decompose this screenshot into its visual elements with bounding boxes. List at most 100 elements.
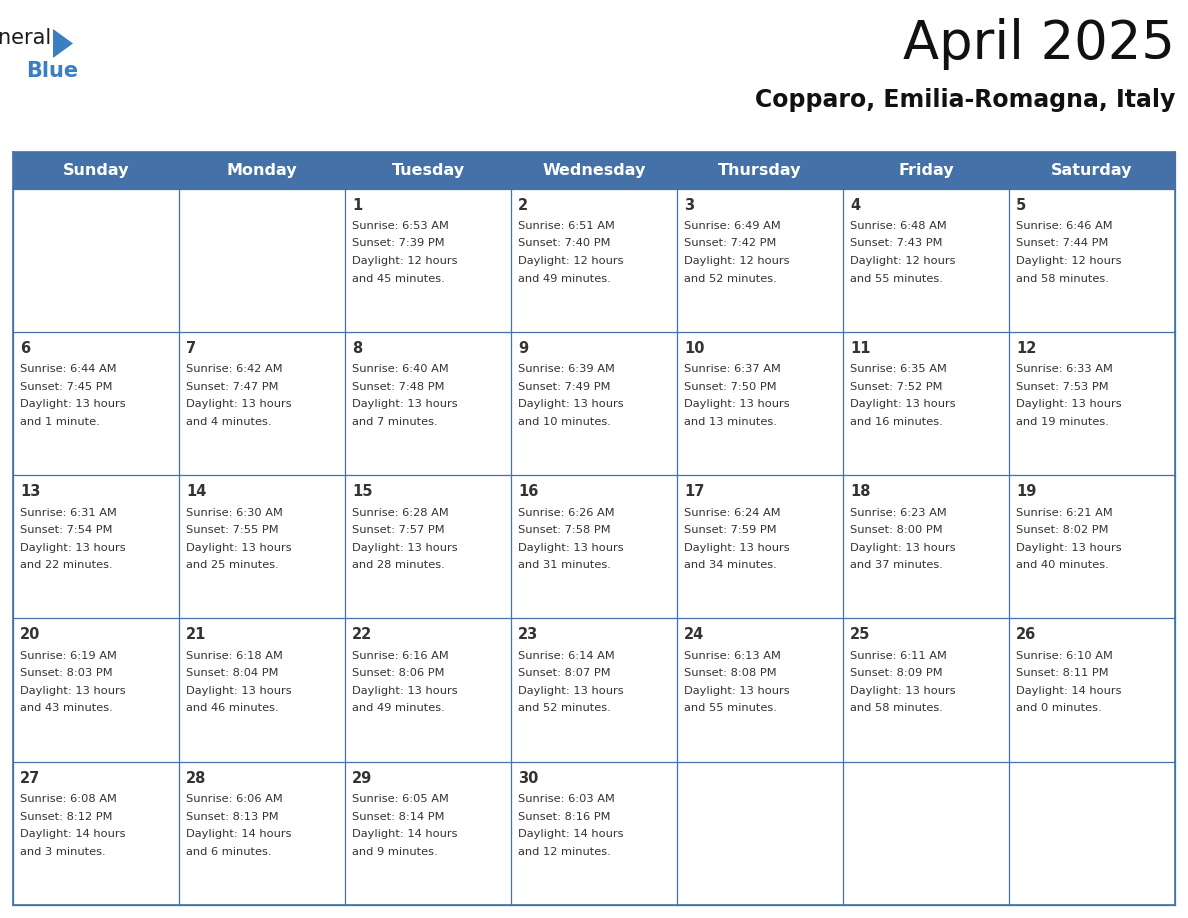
Text: Sunset: 7:40 PM: Sunset: 7:40 PM bbox=[518, 239, 611, 249]
Polygon shape bbox=[53, 29, 72, 58]
Text: Sunrise: 6:13 AM: Sunrise: 6:13 AM bbox=[684, 651, 781, 661]
Text: Sunset: 7:44 PM: Sunset: 7:44 PM bbox=[1016, 239, 1108, 249]
Bar bbox=[13, 476, 1175, 619]
Text: and 1 minute.: and 1 minute. bbox=[20, 417, 100, 427]
Bar bbox=[13, 152, 1175, 188]
Text: and 9 minutes.: and 9 minutes. bbox=[352, 846, 437, 856]
Text: and 19 minutes.: and 19 minutes. bbox=[1016, 417, 1108, 427]
Text: 13: 13 bbox=[20, 484, 40, 499]
Text: Sunset: 7:49 PM: Sunset: 7:49 PM bbox=[518, 382, 611, 392]
Text: Sunrise: 6:35 AM: Sunrise: 6:35 AM bbox=[849, 364, 947, 375]
Text: Sunrise: 6:40 AM: Sunrise: 6:40 AM bbox=[352, 364, 449, 375]
Text: Sunset: 8:16 PM: Sunset: 8:16 PM bbox=[518, 812, 611, 822]
Text: and 12 minutes.: and 12 minutes. bbox=[518, 846, 611, 856]
Text: Sunrise: 6:08 AM: Sunrise: 6:08 AM bbox=[20, 794, 116, 804]
Text: Sunset: 8:00 PM: Sunset: 8:00 PM bbox=[849, 525, 942, 535]
Text: 30: 30 bbox=[518, 771, 538, 786]
Text: and 55 minutes.: and 55 minutes. bbox=[684, 703, 777, 713]
Text: and 43 minutes.: and 43 minutes. bbox=[20, 703, 113, 713]
Text: Sunset: 7:55 PM: Sunset: 7:55 PM bbox=[187, 525, 279, 535]
Text: and 49 minutes.: and 49 minutes. bbox=[352, 703, 444, 713]
Text: Daylight: 13 hours: Daylight: 13 hours bbox=[1016, 543, 1121, 553]
Text: Monday: Monday bbox=[227, 162, 297, 178]
Text: Daylight: 13 hours: Daylight: 13 hours bbox=[187, 686, 291, 696]
Text: and 55 minutes.: and 55 minutes. bbox=[849, 274, 943, 284]
Text: 19: 19 bbox=[1016, 484, 1036, 499]
Text: 6: 6 bbox=[20, 341, 30, 356]
Text: and 4 minutes.: and 4 minutes. bbox=[187, 417, 272, 427]
Text: and 58 minutes.: and 58 minutes. bbox=[1016, 274, 1108, 284]
Text: Friday: Friday bbox=[898, 162, 954, 178]
Text: Sunrise: 6:23 AM: Sunrise: 6:23 AM bbox=[849, 508, 947, 518]
Text: and 58 minutes.: and 58 minutes. bbox=[849, 703, 943, 713]
Bar bbox=[13, 619, 1175, 762]
Text: Sunset: 7:54 PM: Sunset: 7:54 PM bbox=[20, 525, 113, 535]
Text: Daylight: 13 hours: Daylight: 13 hours bbox=[20, 686, 126, 696]
Text: Daylight: 13 hours: Daylight: 13 hours bbox=[352, 399, 457, 409]
Text: 22: 22 bbox=[352, 627, 372, 643]
Bar bbox=[13, 188, 1175, 331]
Text: Daylight: 13 hours: Daylight: 13 hours bbox=[518, 543, 624, 553]
Text: and 45 minutes.: and 45 minutes. bbox=[352, 274, 444, 284]
Text: 16: 16 bbox=[518, 484, 538, 499]
Text: Sunset: 8:09 PM: Sunset: 8:09 PM bbox=[849, 668, 942, 678]
Text: Sunset: 7:42 PM: Sunset: 7:42 PM bbox=[684, 239, 777, 249]
Text: Sunrise: 6:42 AM: Sunrise: 6:42 AM bbox=[187, 364, 283, 375]
Text: 10: 10 bbox=[684, 341, 704, 356]
Text: and 10 minutes.: and 10 minutes. bbox=[518, 417, 611, 427]
Text: Sunset: 7:50 PM: Sunset: 7:50 PM bbox=[684, 382, 777, 392]
Text: Sunset: 8:07 PM: Sunset: 8:07 PM bbox=[518, 668, 611, 678]
Text: Sunrise: 6:48 AM: Sunrise: 6:48 AM bbox=[849, 221, 947, 231]
Text: Sunset: 8:11 PM: Sunset: 8:11 PM bbox=[1016, 668, 1108, 678]
Text: Daylight: 13 hours: Daylight: 13 hours bbox=[684, 399, 790, 409]
Text: Sunrise: 6:39 AM: Sunrise: 6:39 AM bbox=[518, 364, 615, 375]
Text: Daylight: 12 hours: Daylight: 12 hours bbox=[1016, 256, 1121, 266]
Bar bbox=[13, 152, 1175, 905]
Text: and 40 minutes.: and 40 minutes. bbox=[1016, 560, 1108, 570]
Text: Daylight: 14 hours: Daylight: 14 hours bbox=[187, 829, 291, 839]
Text: Daylight: 13 hours: Daylight: 13 hours bbox=[352, 686, 457, 696]
Text: Sunrise: 6:44 AM: Sunrise: 6:44 AM bbox=[20, 364, 116, 375]
Text: and 13 minutes.: and 13 minutes. bbox=[684, 417, 777, 427]
Text: Sunset: 7:59 PM: Sunset: 7:59 PM bbox=[684, 525, 777, 535]
Text: 11: 11 bbox=[849, 341, 871, 356]
Text: 23: 23 bbox=[518, 627, 538, 643]
Text: Sunset: 8:14 PM: Sunset: 8:14 PM bbox=[352, 812, 444, 822]
Text: Daylight: 13 hours: Daylight: 13 hours bbox=[849, 543, 955, 553]
Text: Daylight: 13 hours: Daylight: 13 hours bbox=[518, 686, 624, 696]
Text: and 7 minutes.: and 7 minutes. bbox=[352, 417, 437, 427]
Text: Blue: Blue bbox=[26, 61, 78, 81]
Text: and 28 minutes.: and 28 minutes. bbox=[352, 560, 444, 570]
Text: 15: 15 bbox=[352, 484, 373, 499]
Text: Wednesday: Wednesday bbox=[542, 162, 646, 178]
Text: Saturday: Saturday bbox=[1051, 162, 1132, 178]
Text: Daylight: 13 hours: Daylight: 13 hours bbox=[20, 543, 126, 553]
Text: Sunday: Sunday bbox=[63, 162, 129, 178]
Text: Sunrise: 6:46 AM: Sunrise: 6:46 AM bbox=[1016, 221, 1113, 231]
Text: and 46 minutes.: and 46 minutes. bbox=[187, 703, 279, 713]
Text: Daylight: 12 hours: Daylight: 12 hours bbox=[849, 256, 955, 266]
Text: Sunset: 7:58 PM: Sunset: 7:58 PM bbox=[518, 525, 611, 535]
Text: April 2025: April 2025 bbox=[903, 18, 1175, 70]
Text: Sunrise: 6:11 AM: Sunrise: 6:11 AM bbox=[849, 651, 947, 661]
Text: General: General bbox=[0, 28, 52, 48]
Text: and 6 minutes.: and 6 minutes. bbox=[187, 846, 272, 856]
Text: Daylight: 13 hours: Daylight: 13 hours bbox=[684, 543, 790, 553]
Text: Sunset: 7:45 PM: Sunset: 7:45 PM bbox=[20, 382, 113, 392]
Text: 12: 12 bbox=[1016, 341, 1036, 356]
Text: Sunset: 8:04 PM: Sunset: 8:04 PM bbox=[187, 668, 278, 678]
Text: Daylight: 13 hours: Daylight: 13 hours bbox=[849, 686, 955, 696]
Text: Sunrise: 6:21 AM: Sunrise: 6:21 AM bbox=[1016, 508, 1113, 518]
Text: 4: 4 bbox=[849, 197, 860, 212]
Text: Sunrise: 6:30 AM: Sunrise: 6:30 AM bbox=[187, 508, 283, 518]
Text: Sunrise: 6:06 AM: Sunrise: 6:06 AM bbox=[187, 794, 283, 804]
Text: 26: 26 bbox=[1016, 627, 1036, 643]
Text: Sunrise: 6:03 AM: Sunrise: 6:03 AM bbox=[518, 794, 615, 804]
Bar bbox=[13, 331, 1175, 476]
Text: and 52 minutes.: and 52 minutes. bbox=[684, 274, 777, 284]
Text: Daylight: 14 hours: Daylight: 14 hours bbox=[352, 829, 457, 839]
Text: Daylight: 13 hours: Daylight: 13 hours bbox=[352, 543, 457, 553]
Text: Daylight: 12 hours: Daylight: 12 hours bbox=[684, 256, 790, 266]
Text: Copparo, Emilia-Romagna, Italy: Copparo, Emilia-Romagna, Italy bbox=[754, 88, 1175, 112]
Text: Sunset: 7:39 PM: Sunset: 7:39 PM bbox=[352, 239, 444, 249]
